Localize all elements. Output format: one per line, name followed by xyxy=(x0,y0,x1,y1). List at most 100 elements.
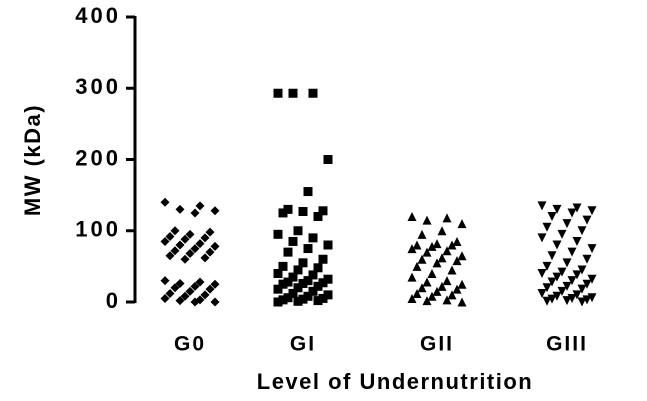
data-point xyxy=(537,269,547,278)
data-point xyxy=(175,240,185,250)
data-point xyxy=(547,251,557,261)
data-point xyxy=(577,297,587,307)
data-point xyxy=(442,276,452,286)
data-point xyxy=(447,240,457,250)
data-point xyxy=(298,207,308,217)
data-point xyxy=(457,279,467,289)
data-point xyxy=(567,276,577,286)
data-point xyxy=(195,239,205,249)
data-point xyxy=(427,291,437,301)
data-point xyxy=(210,297,220,307)
data-point xyxy=(190,297,200,307)
data-point xyxy=(160,236,170,246)
data-point xyxy=(283,247,293,257)
data-point xyxy=(407,212,417,221)
x-axis-label: Level of Undernutrition xyxy=(257,369,534,394)
data-point xyxy=(160,276,170,286)
data-point xyxy=(175,296,185,306)
data-point xyxy=(318,254,328,264)
data-point xyxy=(452,284,462,294)
data-point xyxy=(210,206,220,216)
data-point xyxy=(205,284,215,294)
data-point xyxy=(412,240,422,250)
data-point xyxy=(577,226,587,236)
data-point xyxy=(437,253,447,263)
data-point xyxy=(557,229,567,239)
data-point xyxy=(190,244,200,254)
data-point xyxy=(582,279,592,289)
data-point xyxy=(180,234,190,244)
data-point xyxy=(210,241,220,251)
data-point xyxy=(165,288,175,298)
data-point xyxy=(195,277,205,287)
data-point xyxy=(422,277,432,287)
data-point xyxy=(160,293,170,303)
data-point xyxy=(288,88,298,98)
data-point xyxy=(190,281,200,291)
data-point xyxy=(552,240,562,250)
data-point xyxy=(437,281,447,291)
data-point xyxy=(303,187,313,197)
data-point xyxy=(572,290,582,300)
data-point xyxy=(422,215,432,225)
data-point xyxy=(200,290,210,300)
y-tick-label: 100 xyxy=(75,217,121,242)
data-point xyxy=(273,284,283,294)
data-point xyxy=(288,236,298,246)
data-point xyxy=(457,297,467,307)
data-point xyxy=(542,296,552,306)
data-point xyxy=(407,293,417,303)
data-point xyxy=(562,219,572,229)
data-point xyxy=(422,247,432,257)
data-point xyxy=(587,244,597,254)
data-point xyxy=(303,244,313,254)
data-point xyxy=(557,267,567,277)
data-point xyxy=(273,269,283,278)
data-point xyxy=(567,208,577,218)
data-point xyxy=(577,284,587,294)
data-point xyxy=(587,274,597,284)
data-point xyxy=(278,261,288,271)
data-point xyxy=(278,208,288,218)
data-point xyxy=(417,254,427,264)
data-point xyxy=(572,270,582,280)
data-point xyxy=(175,204,185,214)
data-point xyxy=(313,263,323,273)
data-point xyxy=(452,236,462,246)
data-point xyxy=(170,226,180,236)
data-point xyxy=(582,215,592,225)
data-point xyxy=(452,256,462,266)
data-point xyxy=(185,249,195,259)
data-point xyxy=(323,240,333,250)
data-point xyxy=(457,251,467,261)
data-point xyxy=(308,233,318,243)
y-tick-label: 0 xyxy=(106,288,121,313)
data-point xyxy=(422,296,432,306)
data-point xyxy=(273,229,283,239)
y-tick-label: 400 xyxy=(75,3,121,28)
data-point xyxy=(210,279,220,289)
data-point xyxy=(567,247,577,257)
data-point xyxy=(562,296,572,306)
data-point xyxy=(293,296,303,306)
data-point xyxy=(542,283,552,293)
data-point xyxy=(587,206,597,216)
data-point xyxy=(205,247,215,257)
data-point xyxy=(293,265,303,275)
data-point xyxy=(165,251,175,261)
data-point xyxy=(537,233,547,243)
data-point xyxy=(432,258,442,268)
x-tick-label: GIII xyxy=(546,333,588,356)
data-point xyxy=(185,229,195,239)
data-point xyxy=(412,288,422,298)
x-tick-label: GII xyxy=(420,333,454,356)
data-point xyxy=(552,291,562,301)
data-point xyxy=(160,197,170,207)
data-point xyxy=(427,241,437,251)
data-point xyxy=(437,226,447,236)
data-point xyxy=(537,288,547,298)
y-tick-label: 200 xyxy=(75,145,121,170)
data-point xyxy=(273,88,283,98)
data-point xyxy=(542,222,552,232)
